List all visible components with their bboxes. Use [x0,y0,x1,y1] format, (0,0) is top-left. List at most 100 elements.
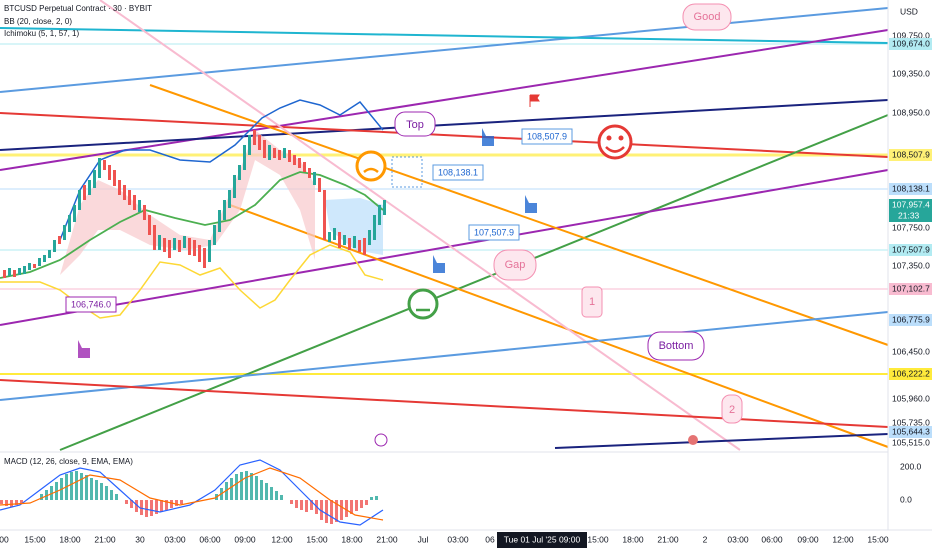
time-axis [0,530,932,550]
macd-tick: 200.0 [900,461,922,471]
time-tick: 06 [485,534,495,544]
annotation-text: 107,507.9 [474,227,514,237]
hand-icon [78,340,90,358]
event-icon [374,433,388,447]
symbol-title: BTCUSD Perpetual Contract · 30 · BYBIT [4,4,152,13]
callout [721,394,743,424]
time-tick: 30 [135,534,145,544]
time-tick: 15:00 [306,534,328,544]
face-orange [355,150,387,182]
price-marker: 108,507.9 [892,149,930,159]
time-tick: 00 [0,534,9,544]
price-label [65,296,117,313]
price-tick: 106,450.0 [892,346,930,356]
annotation-text: 106,746.0 [71,299,111,309]
price-label [468,224,520,241]
time-tick: 06:00 [199,534,221,544]
countdown: 21:33 [898,210,920,220]
callout [581,286,603,318]
time-tick: 03:00 [727,534,749,544]
indicator-bb: BB (20, close, 2, 0) [4,17,72,26]
smiley-red [597,124,633,160]
time-tick: 12:00 [271,534,293,544]
ichimoku-base [0,171,384,279]
price-tick: 105,515.0 [892,437,930,447]
indicator-ichimoku: Ichimoku (5, 1, 57, 1) [4,29,79,38]
time-tick: Jul [418,534,429,544]
candles-up [8,135,386,276]
legend: BTCUSD Perpetual Contract · 30 · BYBIT B… [4,4,152,466]
price-axis-labels: USD 109,750.0 109,350.0 108,950.0 107,75… [892,6,930,504]
bollinger-upper [59,99,384,241]
price-label [521,128,573,145]
price-tick: 107,750.0 [892,222,930,232]
price-marker: 107,957.4 [892,199,930,209]
time-tick: 15:00 [867,534,889,544]
time-tick: 03:00 [164,534,186,544]
price-marker: 109,674.0 [892,38,930,48]
annotation-text: Good [694,11,721,23]
price-tick: 109,350.0 [892,68,930,78]
annotation-text: 108,138.1 [438,167,478,177]
currency: USD [900,6,918,16]
selection-box [391,156,423,188]
callout [394,111,436,137]
price-axis [888,0,932,550]
time-tick: 09:00 [234,534,256,544]
price-marker: 108,138.1 [892,183,930,193]
time-tick: 12:00 [832,534,854,544]
price-label [432,164,484,181]
macd-line [0,459,384,526]
callout [682,3,732,31]
price-markers: 109,674.0 108,507.9 108,138.1 107,957.4 … [889,38,932,438]
price-marker: 107,507.9 [892,244,930,254]
time-tick: 18:00 [59,534,81,544]
price-marker: 106,775.9 [892,314,930,324]
annotation-text: 1 [589,296,595,308]
flag [529,94,540,107]
time-tick: 18:00 [341,534,363,544]
time-tick: 2 [703,534,708,544]
ichimoku-cloud [60,130,315,275]
price-tick: 105,960.0 [892,393,930,403]
price-tick: 105,735.0 [892,417,930,427]
time-tick: 06:00 [761,534,783,544]
time-tick: 15:00 [587,534,609,544]
time-tick: 21:00 [94,534,116,544]
annotation-text: Top [406,119,424,131]
hand-icon [433,255,445,273]
price-marker: 106,222.2 [892,368,930,378]
macd-histogram-down [0,500,368,524]
annotation-text: 2 [729,404,735,416]
price-tick: 107,350.0 [892,260,930,270]
face-green [407,288,439,320]
time-tick: 21:00 [657,534,679,544]
time-cursor-label: Tue 01 Jul '25 09:00 [504,534,581,544]
time-tick: 09:00 [797,534,819,544]
price-marker: 105,644.3 [892,426,930,436]
time-tick: 15:00 [24,534,46,544]
price-tick: 109,750.0 [892,30,930,40]
callout [493,249,537,281]
indicator-macd: MACD (12, 26, close, 9, EMA, EMA) [4,457,133,466]
price-marker: 107,102.7 [892,283,930,293]
time-tick: 21:00 [376,534,398,544]
time-axis-labels: 00 15:00 18:00 21:00 30 03:00 06:00 09:00 12:00 1… [0,534,889,544]
macd-tick: 0.0 [900,494,912,504]
event-icon [688,435,698,445]
annotation-text: 108,507.9 [527,131,567,141]
price-tick: 108,950.0 [892,107,930,117]
time-tick: 03:00 [447,534,469,544]
callout [647,331,705,361]
trend-lines [0,0,889,451]
time-tick: 18:00 [622,534,644,544]
annotations: Good Top 108,507.9 108,138.1 107,507.9 G… [65,3,743,424]
signal-line [0,467,384,521]
horizontal-lines [0,43,888,375]
time-cursor [497,532,587,548]
annotation-text: Gap [505,259,526,271]
icons [78,94,698,447]
hand-icon [525,195,537,213]
